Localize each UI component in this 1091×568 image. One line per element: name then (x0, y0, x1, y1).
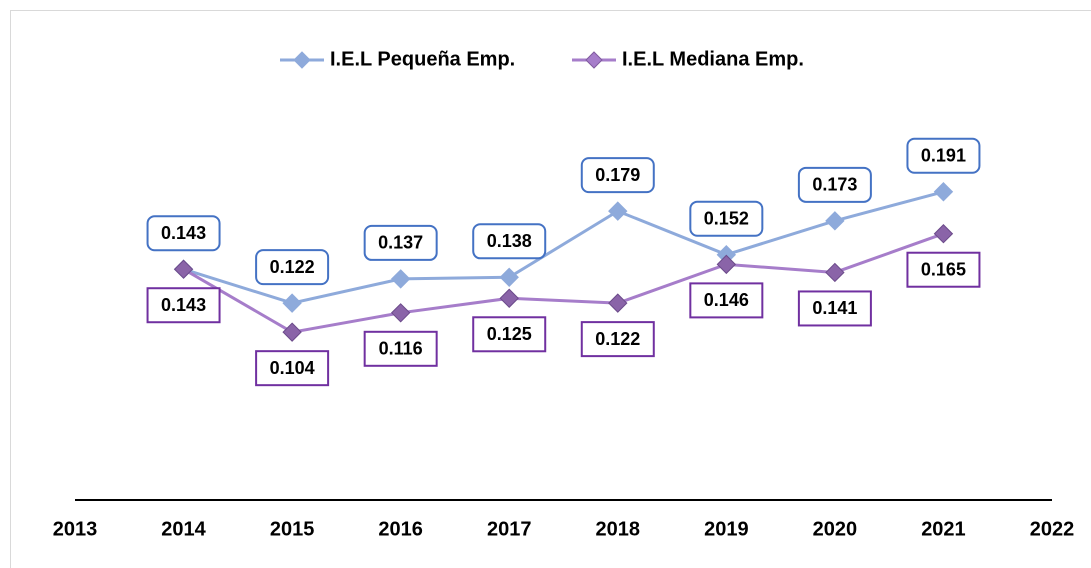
series-line (183, 190, 944, 305)
x-tick-label: 2017 (487, 518, 532, 540)
data-label: 0.146 (704, 290, 749, 310)
point-marker (825, 262, 845, 283)
point-marker (825, 211, 845, 231)
point-marker (390, 269, 411, 289)
x-tick-label: 2020 (813, 518, 858, 540)
data-label-box (906, 137, 981, 174)
data-label-box (146, 215, 221, 252)
point-marker (608, 201, 628, 221)
point-marker (933, 224, 954, 244)
data-label: 0.125 (487, 324, 532, 344)
data-label-box (363, 224, 438, 261)
x-tick-label: 2016 (378, 518, 423, 540)
data-label-box (797, 166, 872, 203)
point-marker (282, 293, 302, 313)
data-label-box (255, 249, 330, 286)
x-tick-label: 2022 (1030, 518, 1075, 540)
data-label: 0.179 (595, 165, 640, 185)
x-tick-label: 2014 (161, 518, 206, 540)
point-marker (282, 322, 302, 342)
data-label-box (689, 282, 764, 319)
x-tick-label: 2013 (53, 518, 98, 540)
x-tick-label: 2015 (270, 518, 315, 540)
data-label: 0.191 (921, 146, 966, 166)
x-tick-label: 2018 (596, 518, 641, 540)
data-label-box (689, 200, 764, 237)
data-label-box (255, 350, 330, 387)
data-label: 0.165 (921, 259, 966, 279)
data-label: 0.138 (487, 231, 532, 251)
data-label: 0.137 (378, 233, 423, 253)
x-tick-label: 2019 (704, 518, 749, 540)
data-label: 0.143 (161, 295, 206, 315)
x-tick-label: 2021 (921, 518, 966, 540)
point-marker (716, 254, 737, 275)
series-line (182, 232, 944, 334)
point-marker (390, 303, 411, 323)
point-marker (499, 288, 519, 308)
data-label-box (797, 290, 872, 327)
point-marker (173, 259, 194, 279)
data-label: 0.173 (812, 175, 857, 195)
data-label: 0.104 (270, 358, 315, 378)
legend-marker (293, 51, 311, 69)
data-label-box (472, 316, 547, 353)
point-marker (933, 182, 954, 202)
data-label-box (906, 251, 981, 288)
data-label-box (580, 321, 655, 358)
data-label: 0.143 (161, 223, 206, 243)
data-label-box (146, 287, 221, 324)
legend-marker (585, 51, 603, 69)
data-label: 0.152 (704, 208, 749, 228)
data-label-box (363, 330, 438, 367)
legend-label: I.E.L Mediana Emp. (622, 48, 804, 70)
data-label: 0.116 (379, 339, 423, 359)
data-label: 0.122 (270, 257, 315, 277)
point-marker (499, 267, 519, 288)
legend-label: I.E.L Pequeña Emp. (330, 48, 515, 70)
data-label: 0.141 (812, 298, 857, 318)
point-marker (608, 293, 628, 313)
data-label-box (472, 223, 547, 260)
data-label: 0.122 (595, 329, 640, 349)
data-label-box (580, 157, 655, 194)
